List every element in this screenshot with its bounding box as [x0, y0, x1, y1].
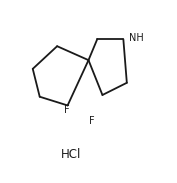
Text: HCl: HCl — [61, 148, 81, 161]
Text: F: F — [88, 116, 94, 126]
Text: F: F — [64, 105, 69, 115]
Text: NH: NH — [129, 33, 144, 43]
